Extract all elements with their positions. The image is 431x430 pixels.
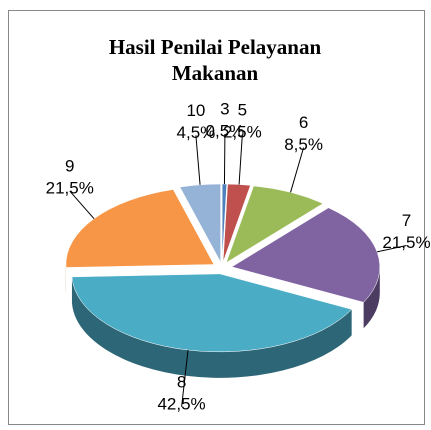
slice-value-label: 4,5%: [177, 123, 216, 142]
slice: [65, 189, 215, 268]
slice: [179, 183, 221, 263]
slice-value-label: 21,5%: [46, 179, 94, 198]
slice: [71, 273, 353, 353]
slice: [222, 183, 251, 263]
slice-side: [71, 276, 352, 378]
leader-line: [238, 134, 243, 185]
leader-line: [290, 147, 305, 193]
slice-category: 5: [238, 100, 247, 119]
chart-border: [8, 10, 425, 425]
slice-side: [363, 266, 380, 329]
slice-category: 3: [220, 100, 229, 119]
slice-value-label: 2,5%: [223, 122, 262, 141]
slice-value-label: 42,5%: [157, 394, 205, 413]
slice-value-label: 0,5%: [206, 122, 245, 141]
slice-value-label: 8,5%: [284, 135, 323, 154]
slice-category: 10: [186, 101, 205, 120]
chart-title: Hasil Penilai Pelayanan Makanan: [108, 35, 322, 85]
leader-line: [181, 349, 189, 407]
slice-value-label: 21,5%: [382, 233, 430, 252]
leader-line: [376, 244, 407, 253]
slice-category: 6: [299, 113, 308, 132]
slice-category: 9: [65, 157, 74, 176]
leader-line: [69, 190, 95, 220]
slice-category: 7: [402, 211, 411, 230]
leader-line: [195, 135, 201, 185]
slice-category: 8: [177, 372, 186, 391]
slice: [221, 183, 227, 263]
